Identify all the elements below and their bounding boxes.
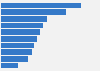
Bar [1,16,47,22]
Bar [1,43,34,48]
Bar [1,63,17,68]
Bar [1,29,40,35]
Bar [1,56,28,62]
Bar [1,9,66,15]
Bar [1,3,81,8]
Bar [1,36,37,42]
Bar [1,23,43,28]
Bar [1,49,32,55]
